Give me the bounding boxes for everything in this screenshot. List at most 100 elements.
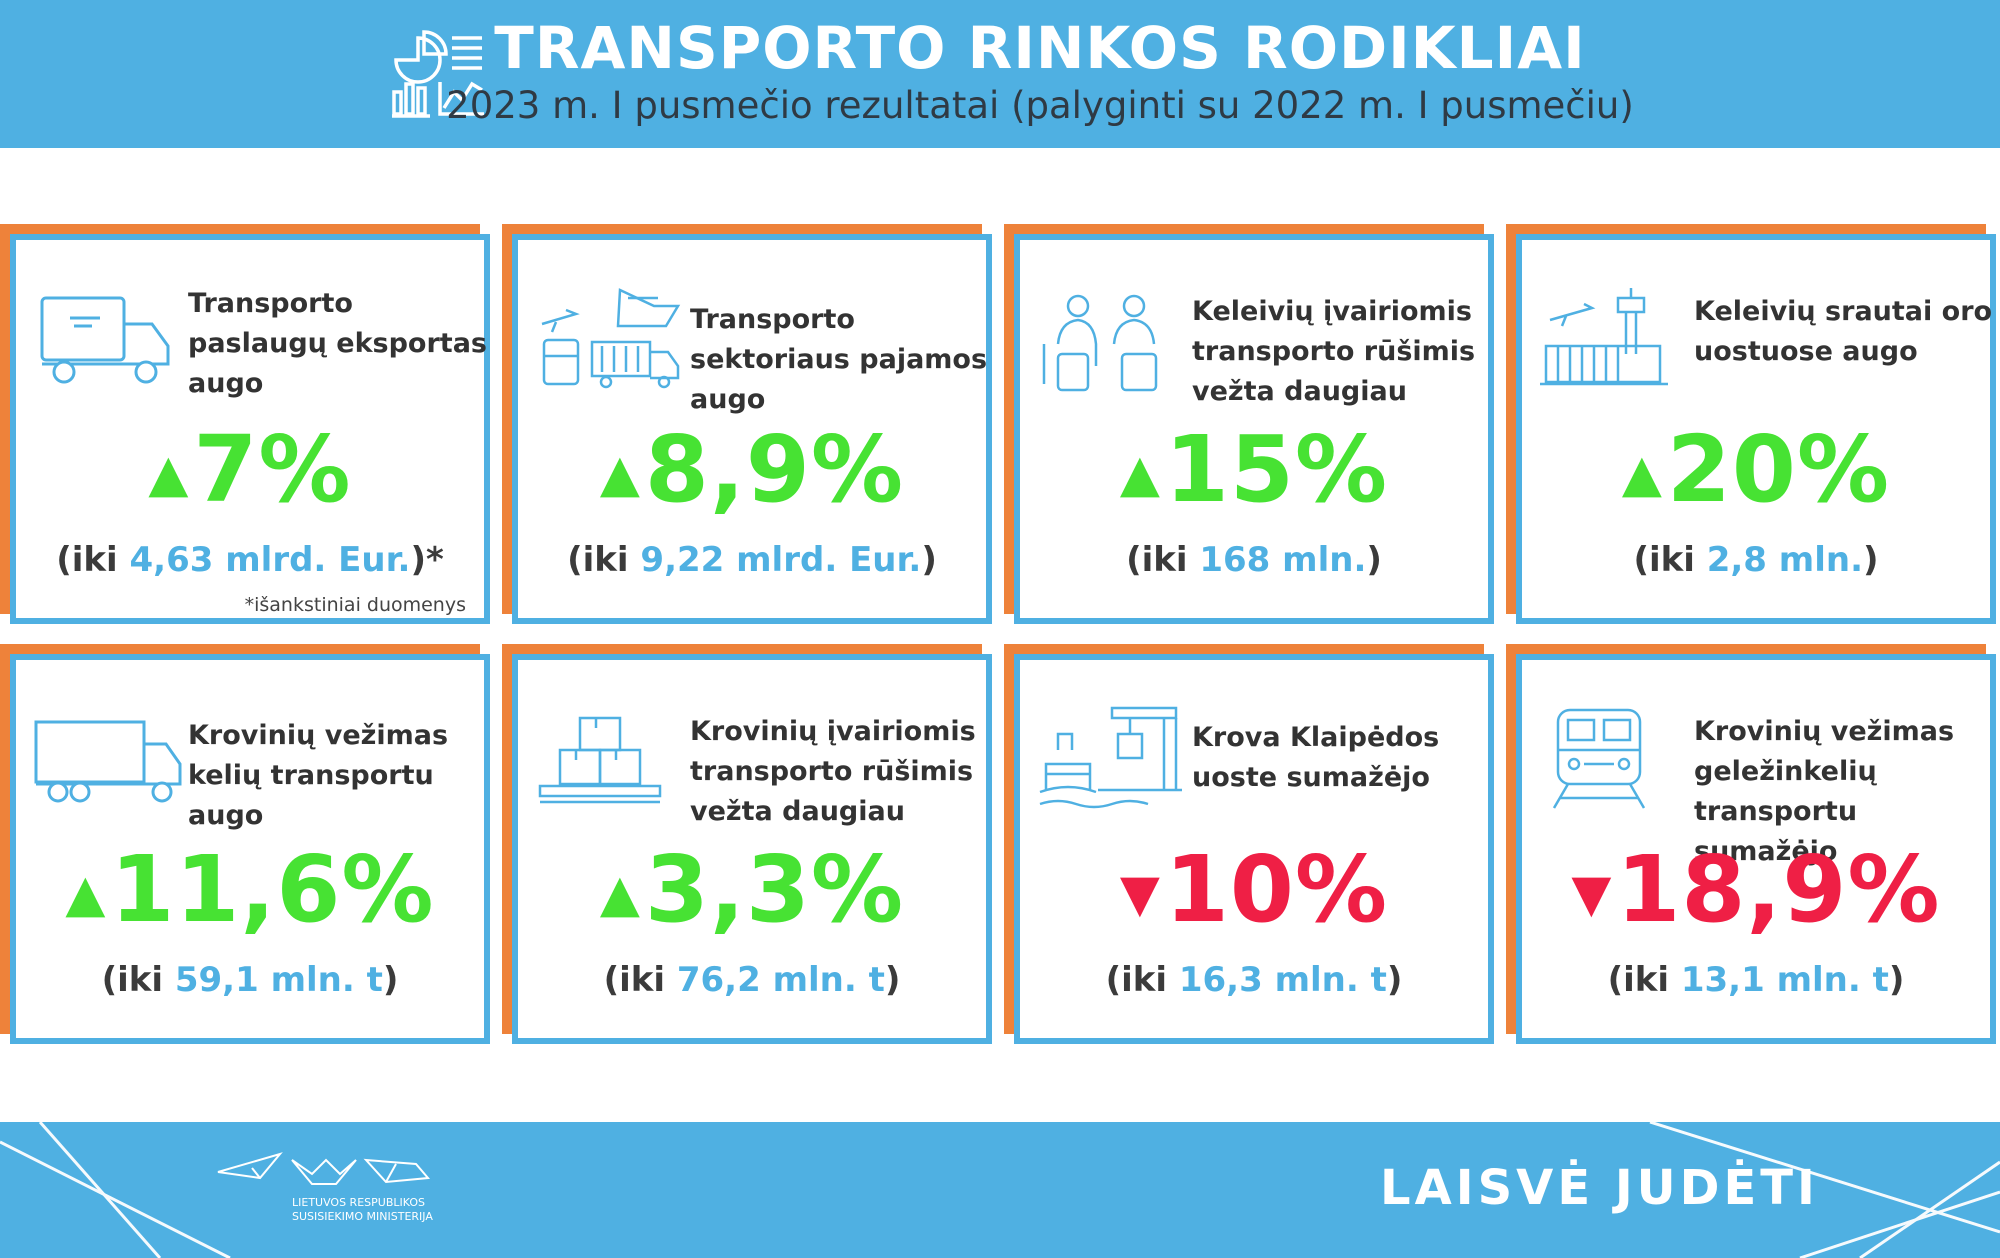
port-icon (1039, 706, 1182, 809)
detail-prefix: (iki (1105, 960, 1179, 1000)
card-change-value: ▲8,9% (518, 420, 986, 524)
detail-prefix: (iki (1126, 540, 1200, 580)
indicator-card: Krova Klaipėdos uoste sumažėjo ▼10% (iki 1… (1004, 644, 1494, 1044)
train-icon (1552, 708, 1646, 809)
detail-suffix: ) (382, 960, 399, 1000)
ministry-logo-text: LIETUVOS RESPUBLIKOS SUSISIEKIMO MINISTE… (292, 1196, 433, 1224)
card-change-value: ▲15% (1020, 420, 1488, 524)
detail-prefix: (iki (1607, 960, 1681, 1000)
truck-icon (40, 296, 170, 384)
card-title: Krovinių įvairiomis transporto rūšimis v… (690, 716, 976, 827)
card-panel: Keleivių srautai oro uostuose augo ▲20% (i… (1516, 234, 1996, 624)
logo-line-2: SUSISIEKIMO MINISTERIJA (292, 1210, 433, 1223)
card-title: Keleivių įvairiomis transporto rūšimis v… (1192, 296, 1476, 407)
detail-prefix: (iki (567, 540, 641, 580)
change-percent: 3,3% (644, 836, 905, 943)
card-title: Krovinių vežimas kelių transportu augo (188, 720, 449, 831)
change-percent: 10% (1164, 836, 1389, 943)
card-detail: (iki 16,3 mln. t) (1020, 960, 1488, 1000)
card-change-value: ▼18,9% (1522, 840, 1990, 944)
footer-decoration (0, 1122, 2000, 1258)
card-change-value: ▲7% (16, 420, 484, 524)
card-panel: Transporto sektoriaus pajamos augo ▲8,9%(… (512, 234, 992, 624)
detail-prefix: (iki (1633, 540, 1707, 580)
arrow-down-icon: ▼ (1119, 864, 1161, 924)
detail-value: 13,1 mln. t (1680, 960, 1889, 1000)
page-subtitle: 2023 m. I pusmečio rezultatai (palyginti… (446, 84, 1634, 127)
detail-value: 76,2 mln. t (676, 960, 885, 1000)
slogan: LAISVĖ JUDĖTI (1380, 1160, 1819, 1216)
card-title: Transporto paslaugų eksportas augo (188, 288, 487, 399)
card-title: Krovinių vežimas geležinkelių transportu… (1694, 716, 1955, 867)
detail-suffix: ) (1366, 540, 1382, 580)
card-panel: Transporto paslaugų eksportas augo ▲7% (ik… (10, 234, 490, 624)
card-detail: (iki 168 mln.) (1020, 540, 1488, 580)
statistics-icon (392, 30, 484, 118)
detail-suffix: ) (1888, 960, 1905, 1000)
indicator-card: Keleivių srautai oro uostuose augo ▲20% (i… (1506, 224, 1996, 624)
logo-line-1: LIETUVOS RESPUBLIKOS (292, 1196, 425, 1209)
card-change-value: ▼10% (1020, 840, 1488, 944)
detail-value: 4,63 mlrd. Eur. (129, 540, 411, 580)
detail-suffix: ) (1386, 960, 1403, 1000)
indicator-card: Transporto sektoriaus pajamos augo ▲8,9%(… (502, 224, 992, 624)
change-percent: 11,6% (110, 836, 435, 943)
detail-suffix: ) (1863, 540, 1879, 580)
change-percent: 7% (193, 416, 352, 523)
arrow-down-icon: ▼ (1571, 864, 1613, 924)
detail-value: 16,3 mln. t (1178, 960, 1387, 1000)
arrow-up-icon: ▲ (599, 864, 641, 924)
card-change-value: ▲3,3% (518, 840, 986, 944)
passengers-icon (1042, 294, 1158, 392)
indicator-card: Keleivių įvairiomis transporto rūšimis v… (1004, 224, 1494, 624)
detail-value: 9,22 mlrd. Eur. (640, 540, 922, 580)
indicator-card: Krovinių vežimas geležinkelių transportu… (1506, 644, 1996, 1044)
card-detail: (iki 9,22 mlrd. Eur.) (518, 540, 986, 580)
arrow-up-icon: ▲ (1119, 444, 1161, 504)
arrow-up-icon: ▲ (148, 444, 190, 504)
lorry-icon (34, 720, 182, 803)
card-title: Transporto sektoriaus pajamos augo (690, 304, 988, 415)
detail-suffix: )* (410, 540, 444, 580)
card-panel: Krovinių vežimas geležinkelių transportu… (1516, 654, 1996, 1044)
card-detail: (iki 2,8 mln.) (1522, 540, 1990, 580)
change-percent: 18,9% (1616, 836, 1941, 943)
paper-boats-logo-icon (217, 1152, 431, 1185)
card-panel: Krovinių įvairiomis transporto rūšimis v… (512, 654, 992, 1044)
indicator-card: Krovinių vežimas kelių transportu augo ▲1… (0, 644, 490, 1044)
card-detail: (iki 59,1 mln. t) (16, 960, 484, 1000)
card-title: Krova Klaipėdos uoste sumažėjo (1192, 722, 1440, 793)
cargo-boxes-icon (538, 716, 662, 804)
arrow-up-icon: ▲ (599, 444, 641, 504)
change-percent: 8,9% (644, 416, 905, 523)
card-title: Keleivių srautai oro uostuose augo (1694, 296, 1993, 367)
header-banner: TRANSPORTO RINKOS RODIKLIAI 2023 m. I pu… (0, 0, 2000, 148)
arrow-up-icon: ▲ (65, 864, 107, 924)
card-panel: Krovinių vežimas kelių transportu augo ▲1… (10, 654, 490, 1044)
change-percent: 20% (1666, 416, 1891, 523)
detail-suffix: ) (921, 540, 937, 580)
card-footnote: *išankstiniai duomenys (244, 594, 466, 616)
detail-value: 2,8 mln. (1706, 540, 1864, 580)
change-percent: 15% (1164, 416, 1389, 523)
detail-prefix: (iki (56, 540, 130, 580)
indicator-card: Krovinių įvairiomis transporto rūšimis v… (502, 644, 992, 1044)
card-detail: (iki 76,2 mln. t) (518, 960, 986, 1000)
footer-banner: LIETUVOS RESPUBLIKOS SUSISIEKIMO MINISTE… (0, 1122, 2000, 1258)
card-panel: Krova Klaipėdos uoste sumažėjo ▼10% (iki 1… (1014, 654, 1494, 1044)
detail-value: 59,1 mln. t (174, 960, 383, 1000)
card-change-value: ▲20% (1522, 420, 1990, 524)
card-change-value: ▲11,6% (16, 840, 484, 944)
arrow-up-icon: ▲ (1621, 444, 1663, 504)
detail-suffix: ) (884, 960, 901, 1000)
detail-value: 168 mln. (1199, 540, 1367, 580)
indicator-card: Transporto paslaugų eksportas augo ▲7% (ik… (0, 224, 490, 624)
detail-prefix: (iki (101, 960, 175, 1000)
multimodal-transport-icon (541, 288, 681, 389)
card-panel: Keleivių įvairiomis transporto rūšimis v… (1014, 234, 1494, 624)
card-detail: (iki 4,63 mlrd. Eur.)* (16, 540, 484, 580)
detail-prefix: (iki (603, 960, 677, 1000)
card-detail: (iki 13,1 mln. t) (1522, 960, 1990, 1000)
airport-icon (1540, 288, 1668, 386)
page-title: TRANSPORTO RINKOS RODIKLIAI (494, 14, 1586, 82)
